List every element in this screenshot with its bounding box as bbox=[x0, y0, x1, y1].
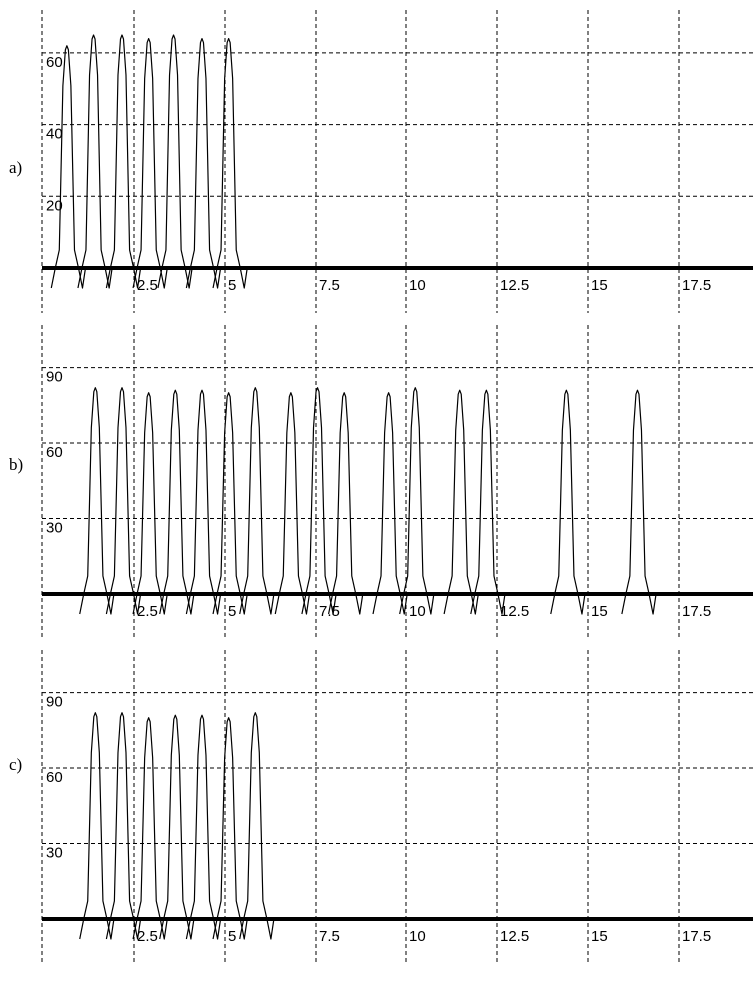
y-tick-label: 60 bbox=[46, 54, 63, 71]
panel-label: c) bbox=[9, 755, 22, 774]
panel-a: 20 40 60 2.5 5 7.5 10 12.5 15 17.5 a) bbox=[9, 10, 753, 313]
peak bbox=[621, 389, 657, 615]
panel-label: a) bbox=[9, 158, 22, 177]
x-tick-label: 7.5 bbox=[319, 928, 340, 945]
peak bbox=[372, 392, 408, 615]
peak bbox=[399, 387, 435, 615]
x-tick-label: 10 bbox=[409, 603, 426, 620]
peak bbox=[239, 712, 275, 940]
peak bbox=[550, 389, 586, 615]
peak bbox=[239, 387, 275, 615]
peak bbox=[79, 387, 115, 615]
x-tick-label: 12.5 bbox=[500, 928, 529, 945]
peak bbox=[132, 392, 168, 615]
peak bbox=[185, 714, 222, 940]
y-tick-label: 60 bbox=[46, 769, 63, 786]
peak bbox=[105, 34, 142, 289]
panel-label: b) bbox=[9, 455, 23, 474]
peak bbox=[212, 392, 248, 615]
x-tick-label: 5 bbox=[228, 277, 236, 294]
peak bbox=[212, 37, 248, 289]
peak bbox=[105, 712, 142, 940]
x-tick-label: 15 bbox=[591, 603, 608, 620]
peak bbox=[79, 712, 115, 940]
peak bbox=[470, 389, 506, 615]
peak bbox=[159, 714, 195, 940]
x-tick-label: 5 bbox=[228, 603, 236, 620]
peak bbox=[77, 34, 113, 289]
y-tick-label: 30 bbox=[46, 845, 63, 862]
x-tick-label: 17.5 bbox=[682, 603, 711, 620]
y-tick-label: 90 bbox=[46, 369, 63, 386]
x-tick-label: 15 bbox=[591, 277, 608, 294]
peak bbox=[105, 387, 142, 615]
y-tick-label: 30 bbox=[46, 520, 63, 537]
y-tick-label: 20 bbox=[46, 197, 63, 214]
peak bbox=[301, 387, 337, 615]
peak bbox=[274, 392, 311, 615]
y-tick-label: 40 bbox=[46, 126, 63, 143]
y-tick-label: 90 bbox=[46, 694, 63, 711]
x-tick-label: 15 bbox=[591, 928, 608, 945]
peak bbox=[157, 34, 193, 289]
peak bbox=[185, 37, 222, 289]
x-tick-label: 2.5 bbox=[137, 928, 158, 945]
x-tick-label: 17.5 bbox=[682, 277, 711, 294]
peak bbox=[212, 717, 248, 940]
peak bbox=[443, 389, 479, 615]
x-tick-label: 2.5 bbox=[137, 277, 158, 294]
x-tick-label: 2.5 bbox=[137, 603, 158, 620]
peak bbox=[185, 389, 222, 615]
y-tick-label: 60 bbox=[46, 444, 63, 461]
peak bbox=[50, 45, 87, 289]
peak bbox=[327, 392, 364, 615]
x-tick-label: 12.5 bbox=[500, 603, 529, 620]
x-tick-label: 5 bbox=[228, 928, 236, 945]
panel-c: 30 60 90 2.5 5 7.5 10 12.5 15 17.5 c) bbox=[9, 650, 753, 964]
x-tick-label: 10 bbox=[409, 277, 426, 294]
x-tick-label: 17.5 bbox=[682, 928, 711, 945]
peak bbox=[132, 717, 168, 940]
peak bbox=[159, 389, 195, 615]
peak bbox=[132, 37, 168, 289]
x-tick-label: 10 bbox=[409, 928, 426, 945]
x-tick-label: 7.5 bbox=[319, 277, 340, 294]
x-tick-label: 12.5 bbox=[500, 277, 529, 294]
